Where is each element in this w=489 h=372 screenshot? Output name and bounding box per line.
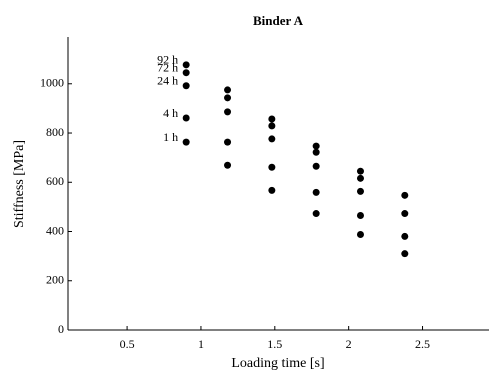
point [312,148,320,156]
point [268,163,276,171]
point [182,61,190,69]
y-tick-label: 400 [46,223,64,237]
point [268,135,276,143]
x-axis-label: Loading time [s] [231,356,324,371]
y-tick-label: 600 [46,174,64,188]
series-label: 92 h [157,53,178,67]
point [182,69,190,77]
point [224,138,232,146]
series-label: 72 h [157,60,178,74]
series-label: 24 h [157,74,178,88]
x-tick-label: 2 [346,337,352,351]
y-tick-label: 1000 [40,76,64,90]
point [356,167,364,175]
point [356,230,364,238]
point [356,174,364,182]
point [312,188,320,196]
point [224,86,232,94]
point [356,212,364,220]
point [312,162,320,170]
y-axis-label: Stiffness [MPa] [12,140,27,228]
point [224,161,232,169]
point [182,82,190,90]
y-tick-label: 0 [58,322,64,336]
x-tick-label: 0.5 [120,337,135,351]
point [401,191,409,199]
series-label: 4 h [163,106,178,120]
point [268,186,276,194]
y-tick-label: 200 [46,273,64,287]
x-tick-label: 2.5 [415,337,430,351]
chart-title: Binder A [253,13,304,28]
point [268,115,276,123]
point [401,250,409,258]
x-tick-label: 1.5 [267,337,282,351]
x-tick-label: 1 [198,337,204,351]
point [356,187,364,195]
point [401,210,409,218]
series-label: 1 h [163,130,178,144]
point [312,142,320,150]
point [401,232,409,240]
point [268,122,276,130]
point [182,138,190,146]
point [224,94,232,102]
point [224,108,232,116]
point [312,210,320,218]
y-tick-label: 800 [46,125,64,139]
point [182,114,190,122]
